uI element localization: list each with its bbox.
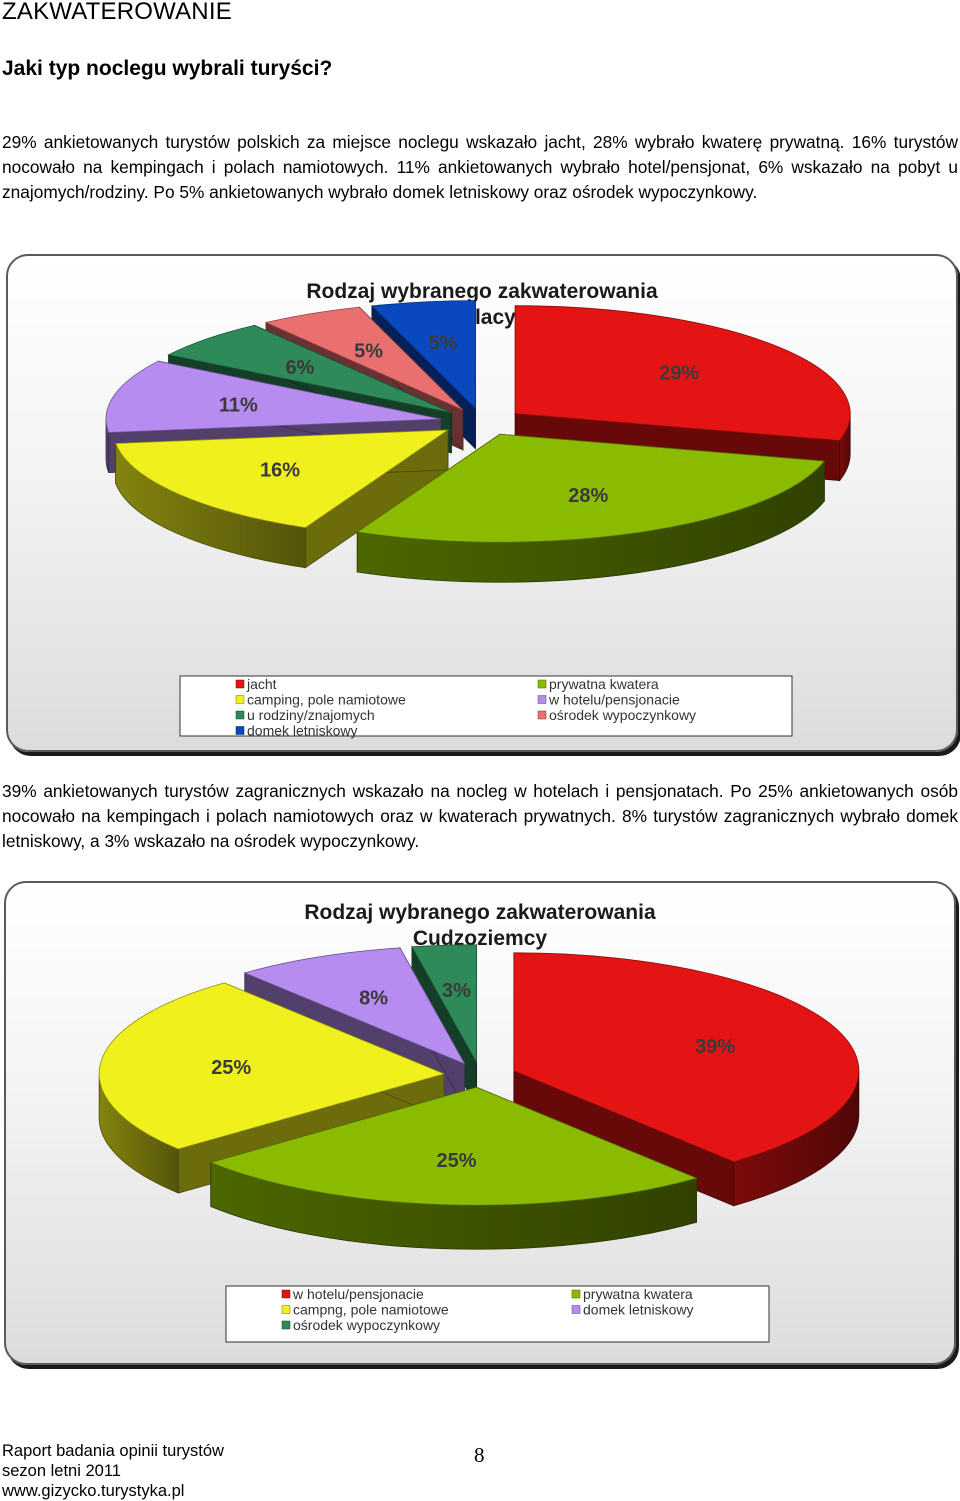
data-label-jacht: 29% [659, 363, 699, 385]
legend-item-prywatna-kwatera: prywatna kwatera [571, 1286, 693, 1302]
legend-swatch [571, 1305, 581, 1314]
legend-swatch [235, 726, 245, 735]
polish-pie-chart-svg: Rodzaj wybranego zakwaterowaniaPolacy5%5… [105, 280, 851, 739]
data-label-w-hotelu-pensjonacie: 39% [695, 1036, 735, 1058]
legend-swatch [235, 695, 245, 704]
data-label-camping-pole-namiotowe: 16% [260, 459, 300, 481]
legend-label: w hotelu/pensjonacie [548, 692, 680, 708]
pie-slice-prywatna-kwatera: 28% [356, 433, 826, 583]
page-number: 8 [474, 1443, 485, 1467]
footer-report-title: Raport badania opinii turystów [2, 1442, 224, 1460]
legend-item-w-hotelu-pensjonacie: w hotelu/pensjonacie [281, 1286, 424, 1302]
legend-swatch [281, 1320, 291, 1330]
page-title: ZAKWATEROWANIE [2, 0, 232, 25]
chart-subtitle: Cudzoziemcy [413, 927, 548, 950]
legend-label: u rodziny/znajomych [247, 707, 375, 723]
legend-swatch [537, 695, 547, 704]
legend-item-domek-letniskowy: domek letniskowy [235, 723, 358, 739]
legend-item-u-rodziny-znajomych: u rodziny/znajomych [235, 707, 375, 723]
pie-slice-camping-pole-namiotowe: 16% [115, 429, 450, 569]
legend-item-prywatna-kwatera: prywatna kwatera [537, 676, 659, 692]
chart-legend: jacht prywatna kwatera camping, pole namio… [179, 675, 793, 739]
footer-website: www.gizycko.turystyka.pl [2, 1482, 185, 1500]
pie-slice-prywatna-kwatera: 25% [209, 1086, 698, 1250]
data-label-osrodek-wypoczynkowy: 5% [354, 340, 383, 362]
foreign-summary-paragraph: 39% ankietowanych turystów zagranicznych… [2, 781, 958, 851]
footer-season: sezon letni 2011 [2, 1462, 121, 1480]
foreign-accommodation-chart: Rodzaj wybranego zakwaterowania Cudzoziem… [4, 881, 956, 1365]
legend-label: jacht [246, 676, 277, 692]
legend-label: domek letniskowy [247, 723, 358, 739]
legend-label: domek letniskowy [583, 1302, 694, 1318]
legend-swatch [537, 679, 547, 689]
legend-item-domek-letniskowy: domek letniskowy [571, 1302, 694, 1318]
legend-label: camping, pole namiotowe [247, 692, 406, 708]
legend-label: ośrodek wypoczynkowy [293, 1317, 440, 1333]
legend-item-w-hotelu-pensjonacie: w hotelu/pensjonacie [537, 692, 680, 708]
data-label-domek-letniskowy: 8% [359, 988, 388, 1010]
data-label-domek-letniskowy: 5% [428, 332, 457, 354]
legend-swatch [235, 679, 245, 689]
chart-title: Rodzaj wybranego zakwaterowania [306, 280, 658, 303]
data-label-prywatna-kwatera: 25% [436, 1150, 476, 1172]
legend-swatch [571, 1289, 581, 1299]
footer: Raport badania opinii turystów sezon let… [2, 1441, 224, 1501]
legend-item-osrodek-wypoczynkowy: ośrodek wypoczynkowy [281, 1317, 440, 1333]
legend-item-campng-pole-namiotowe: campng, pole namiotowe [281, 1302, 449, 1318]
legend-item-jacht: jacht [235, 676, 277, 692]
data-label-w-hotelu-pensjonacie: 11% [219, 394, 258, 416]
data-label-campng-pole-namiotowe: 25% [211, 1057, 251, 1079]
legend-label: prywatna kwatera [583, 1286, 693, 1302]
data-label-u-rodziny-znajomych: 6% [286, 357, 315, 379]
data-label-prywatna-kwatera: 28% [568, 485, 608, 507]
chart-title: Rodzaj wybranego zakwaterowania [304, 901, 656, 924]
foreign-pie-chart-svg: Rodzaj wybranego zakwaterowania Cudzoziem… [98, 901, 860, 1343]
legend-label: campng, pole namiotowe [293, 1302, 449, 1318]
legend-item-camping-pole-namiotowe: camping, pole namiotowe [235, 692, 406, 708]
legend-label: w hotelu/pensjonacie [292, 1286, 424, 1302]
legend-item-osrodek-wypoczynkowy: ośrodek wypoczynkowy [537, 707, 696, 723]
polish-accommodation-chart: Rodzaj wybranego zakwaterowania Polacy 5% 5… [6, 254, 958, 752]
section-question: Jaki typ noclegu wybrali turyści? [2, 57, 333, 80]
legend-swatch [537, 710, 547, 720]
legend-swatch [281, 1289, 291, 1299]
legend-label: ośrodek wypoczynkowy [549, 707, 696, 723]
polish-summary-paragraph: 29% ankietowanych turystów polskich za m… [2, 132, 958, 202]
legend-label: prywatna kwatera [549, 676, 659, 692]
legend-swatch [281, 1305, 291, 1314]
data-label-osrodek-wypoczynkowy: 3% [442, 980, 471, 1002]
legend-swatch [235, 710, 245, 720]
chart-legend: w hotelu/pensjonacie prywatna kwatera camp… [225, 1285, 770, 1343]
